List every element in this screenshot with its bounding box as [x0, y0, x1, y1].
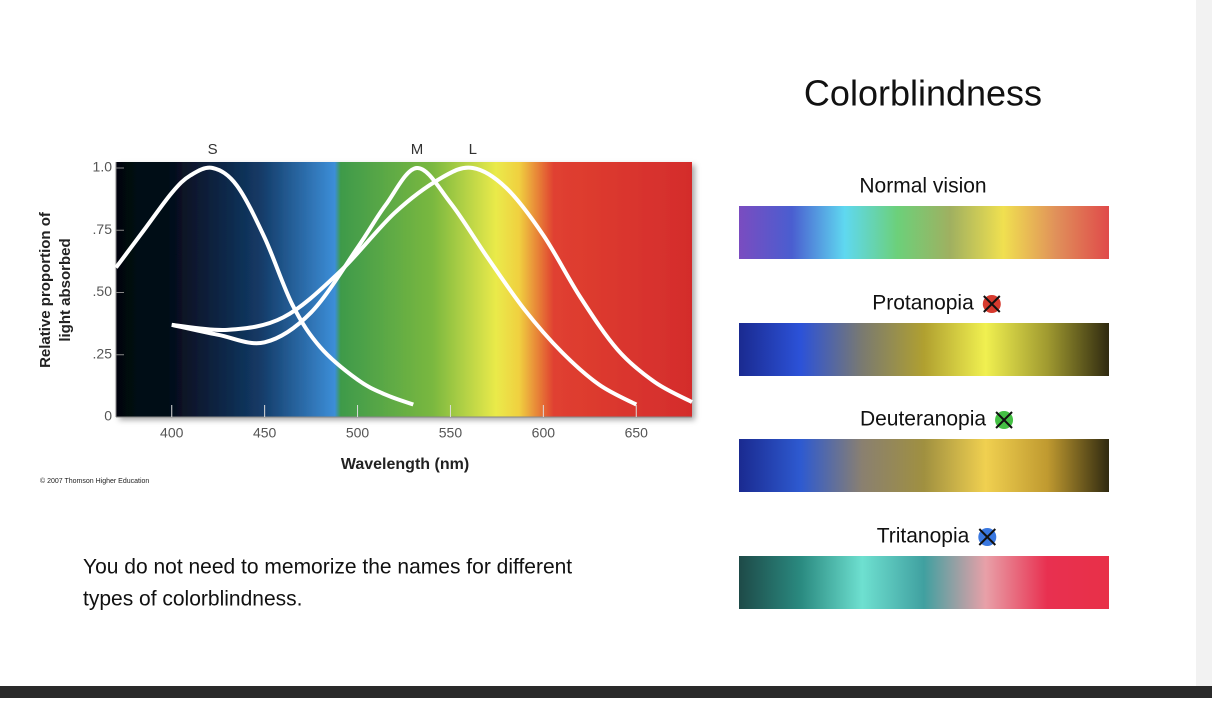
y-tick-label: .75 [93, 221, 113, 237]
y-label: Relative proportion of [37, 211, 54, 368]
bottom-bar [0, 686, 1212, 698]
side-bar [1196, 0, 1212, 686]
curve [114, 165, 414, 407]
credit: © 2007 Thomson Higher Education [40, 477, 149, 485]
y-tick-label: 1.0 [93, 159, 113, 175]
strip-label: Protanopia [872, 292, 974, 315]
series-label: L [469, 141, 477, 158]
y-tick-label: .25 [93, 345, 113, 361]
x-icon-cross [995, 411, 1013, 429]
y-tick-label: .50 [93, 283, 113, 299]
x-icon-cross [978, 528, 997, 546]
series-label: S [208, 141, 218, 158]
spectrum [116, 162, 692, 417]
y-label: light absorbed [57, 238, 74, 341]
curve [171, 165, 693, 404]
curve [171, 166, 638, 407]
note: You do not need to memorize the names fo… [83, 556, 572, 579]
x-tick-label: 500 [346, 425, 370, 441]
strip-label: Tritanopia [877, 525, 970, 548]
x-tick-label: 600 [532, 425, 556, 441]
title: Colorblindness [804, 73, 1042, 114]
y-tick-label: 0 [104, 408, 112, 424]
x-label: Wavelength (nm) [341, 456, 469, 473]
color-strip [739, 556, 1109, 609]
color-strip [739, 206, 1109, 259]
strip-label: Deuteranopia [860, 408, 986, 431]
x-icon-cross [983, 295, 1001, 313]
note: types of colorblindness. [83, 588, 302, 611]
x-tick-label: 550 [439, 425, 463, 441]
series-label: M [411, 141, 424, 158]
color-strip [739, 323, 1109, 376]
strip-label: Normal vision [859, 175, 986, 198]
color-strip [739, 439, 1109, 492]
x-tick-label: 400 [160, 425, 184, 441]
x-tick-label: 650 [625, 425, 649, 441]
x-tick-label: 450 [253, 425, 277, 441]
